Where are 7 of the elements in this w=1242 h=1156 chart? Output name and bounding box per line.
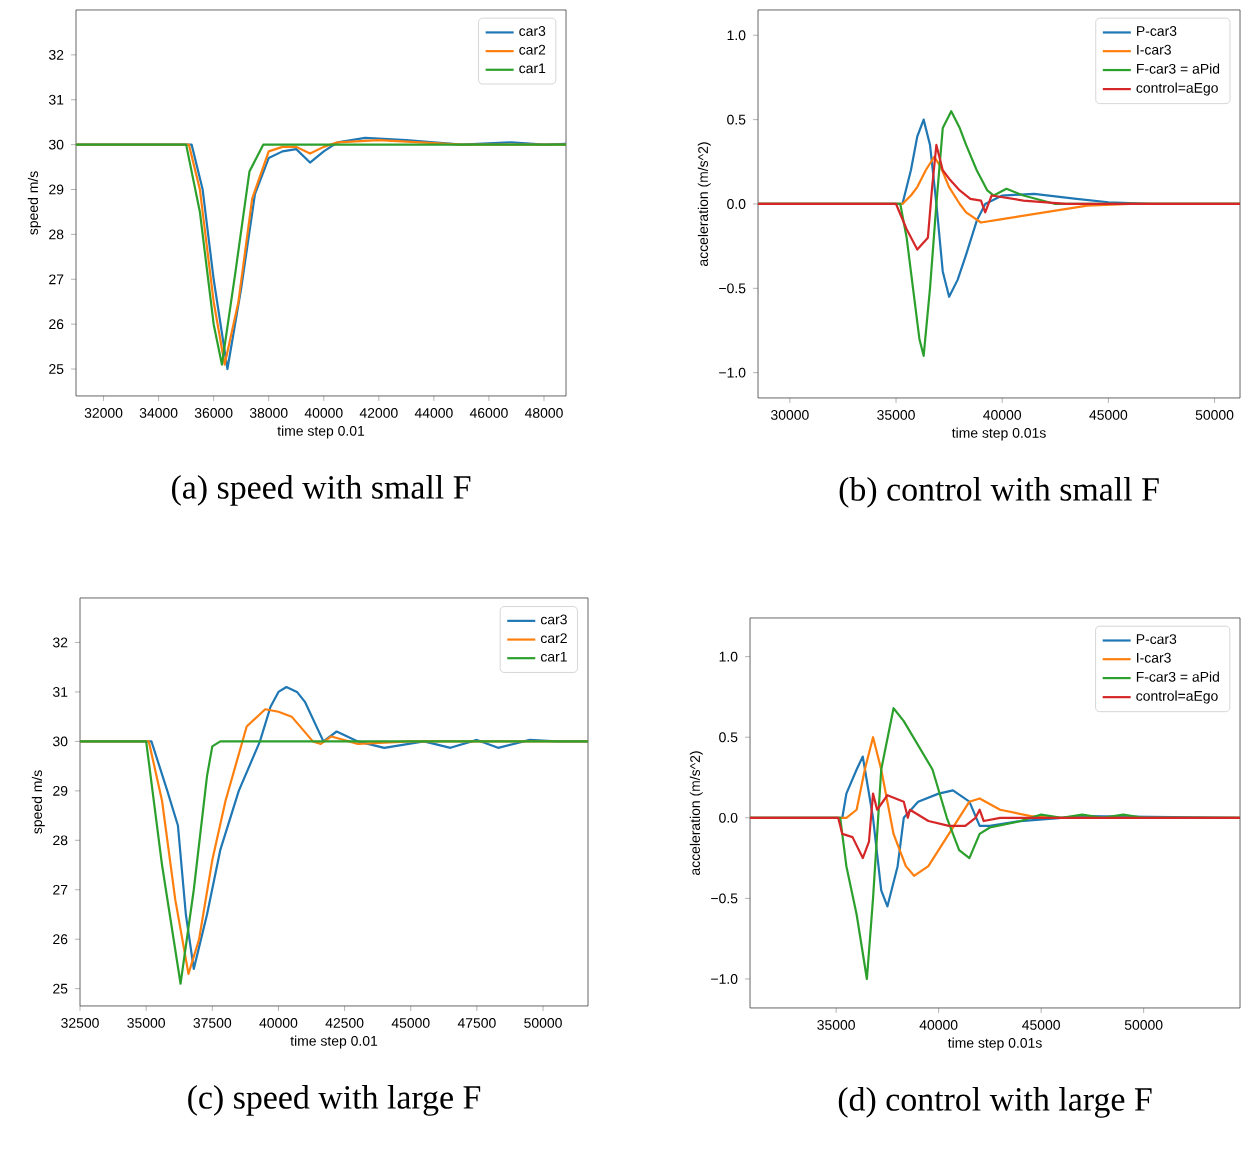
text: (c) speed with large F [188, 1085, 481, 1116]
line-series [758, 143, 1241, 251]
text: (a) speed with small F [172, 475, 471, 506]
line-series [80, 740, 589, 985]
line-series [750, 792, 1241, 860]
text: (b) control with small F [839, 477, 1159, 508]
text: (d) control with large F [838, 1087, 1152, 1118]
